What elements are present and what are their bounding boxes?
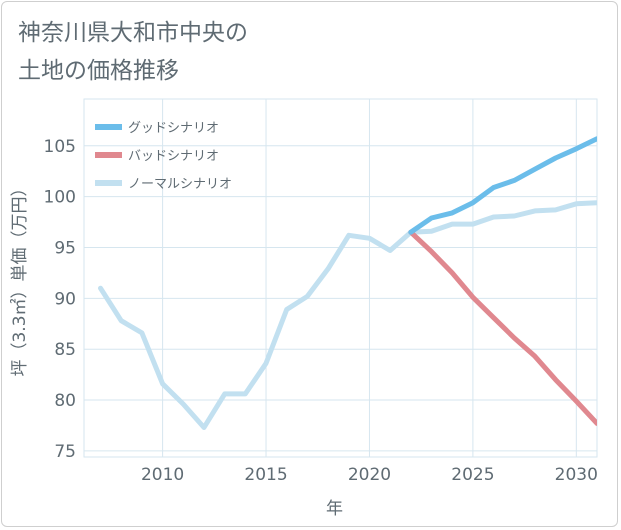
title-line-2: 土地の価格推移: [18, 58, 179, 84]
y-axis-label: 坪（3.3㎡）単価（万円）: [10, 179, 30, 376]
x-tick-label-2025: 2025: [451, 465, 494, 485]
series-line-normal: [98, 200, 597, 430]
y-tick-label-100: 100: [44, 188, 76, 208]
legend-label-good: グッドシナリオ: [128, 121, 219, 136]
grid-lines: [83, 98, 598, 458]
x-tick-labels: 2010 2015 2020 2025 2030: [141, 465, 598, 485]
y-tick-label-75: 75: [54, 442, 76, 462]
x-tick-label-2015: 2015: [244, 465, 287, 485]
x-tick-label-2020: 2020: [348, 465, 391, 485]
title-line-1: 神奈川県大和市中央の: [18, 20, 248, 46]
series-line-good: [408, 136, 597, 235]
series-line-bad: [408, 229, 597, 426]
plot-border: [83, 98, 598, 458]
y-tick-label-80: 80: [54, 391, 76, 411]
x-tick-label-2010: 2010: [141, 465, 184, 485]
legend-label-bad: バッドシナリオ: [128, 149, 219, 164]
series-lines: [98, 136, 597, 430]
x-axis-label: 年: [326, 499, 343, 519]
y-tick-label-90: 90: [54, 289, 76, 309]
x-tick-label-2030: 2030: [555, 465, 598, 485]
y-tick-label-105: 105: [44, 137, 76, 157]
y-tick-label-85: 85: [54, 340, 76, 360]
legend-label-normal: ノーマルシナリオ: [128, 177, 232, 192]
y-tick-label-95: 95: [54, 238, 76, 258]
y-tick-labels: 75 80 85 90 95 100 105: [44, 137, 76, 462]
page-title: 神奈川県大和市中央の 土地の価格推移: [18, 14, 248, 90]
